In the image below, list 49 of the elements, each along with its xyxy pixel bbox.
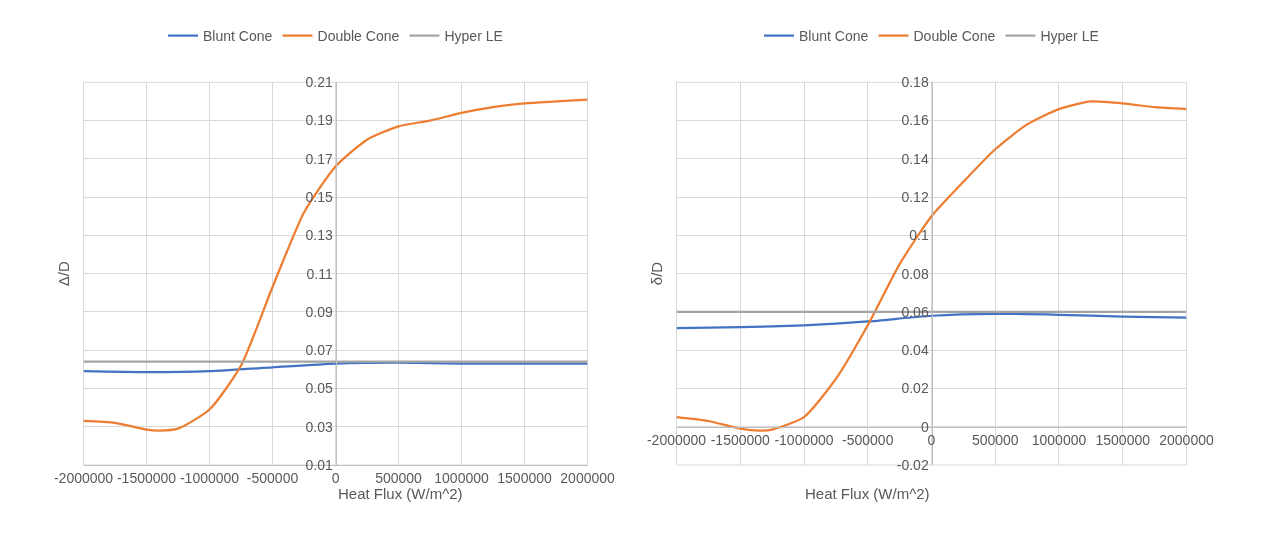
legend-label: Hyper LE	[444, 28, 503, 45]
y-tick-label: 0.02	[901, 380, 929, 397]
y-tick-label: 0.06	[901, 303, 929, 320]
y-tick-label: 0.01	[305, 456, 333, 473]
y-tick-label: 0.09	[305, 303, 333, 320]
y-tick-label: 0.21	[305, 74, 333, 91]
x-tick-label: -2000000	[646, 431, 707, 448]
x-tick-label: 2000000	[1159, 431, 1214, 448]
y-tick-label: 0.12	[901, 189, 929, 206]
y-tick-label: 0.07	[305, 342, 333, 359]
x-tick-label: 500000	[971, 431, 1019, 448]
legend-label: Blunt Cone	[799, 28, 869, 45]
legend-label: Blunt Cone	[203, 28, 273, 45]
line-series	[83, 361, 588, 374]
y-tick-label: 0.17	[305, 150, 333, 167]
y-tick-label: 0.04	[901, 342, 929, 359]
y-axis-title: Δ/D	[54, 260, 72, 287]
y-tick-label: 0.11	[306, 265, 333, 282]
y-tick-label: 0.08	[901, 265, 929, 282]
x-tick-label: -1000000	[774, 431, 834, 448]
y-tick-label: 0.03	[305, 418, 333, 435]
x-tick-label: -1000000	[179, 469, 240, 486]
legend-label: Hyper LE	[1040, 28, 1099, 45]
y-tick-label: 0.14	[901, 150, 929, 167]
x-axis-title: Heat Flux (W/m^2)	[805, 485, 930, 502]
y-axis-title: δ/D	[647, 261, 665, 286]
x-tick-label: -500000	[842, 431, 894, 448]
x-tick-label: 1000000	[434, 469, 490, 486]
y-tick-label: 0.18	[901, 74, 929, 91]
x-tick-label: 1500000	[1095, 431, 1151, 448]
x-tick-label: -1500000	[116, 469, 177, 486]
x-tick-label: -500000	[246, 469, 299, 486]
x-axis-title: Heat Flux (W/m^2)	[338, 485, 463, 502]
legend-label: Double Cone	[317, 28, 400, 45]
y-tick-label: 0.13	[305, 227, 333, 244]
line-series	[676, 100, 1187, 432]
x-tick-label: 500000	[375, 469, 423, 486]
x-tick-label: 1000000	[1031, 431, 1087, 448]
legend-label: Double Cone	[913, 28, 996, 45]
x-tick-label: 1500000	[497, 469, 553, 486]
line-series	[83, 98, 588, 432]
y-tick-label: 0.19	[305, 112, 333, 129]
y-tick-label: 0.05	[305, 380, 333, 397]
y-tick-label: 0	[920, 418, 929, 435]
x-tick-label: 2000000	[560, 469, 616, 486]
y-tick-label: -0.02	[896, 456, 929, 473]
y-tick-label: 0.16	[901, 112, 929, 129]
x-tick-label: -2000000	[53, 469, 114, 486]
x-tick-label: -1500000	[710, 431, 771, 448]
